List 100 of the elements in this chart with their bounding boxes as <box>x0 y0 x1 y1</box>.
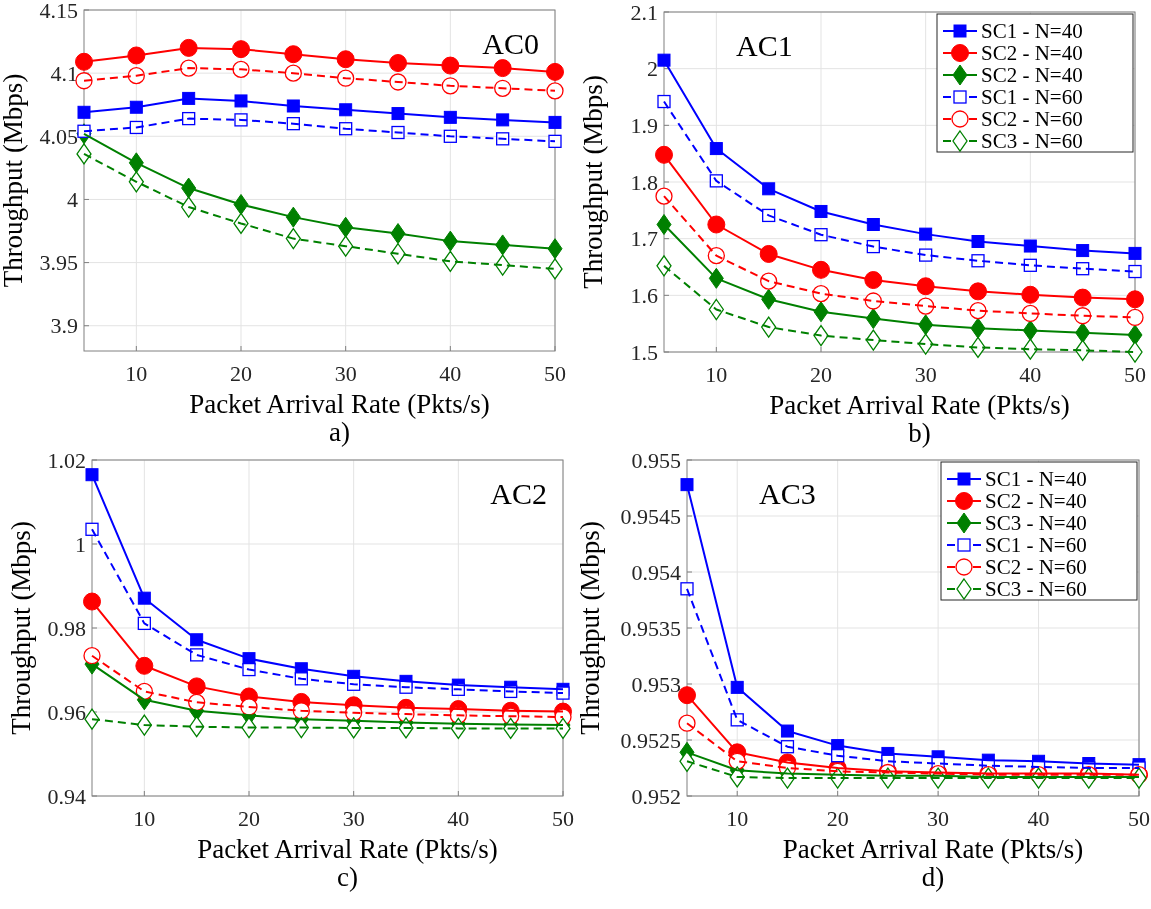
y-tick-label: 0.954 <box>631 559 681 585</box>
x-tick-label: 30 <box>342 806 365 831</box>
legend-label: SC2 - N=40 <box>981 41 1083 66</box>
x-tick-label: 50 <box>1124 362 1146 387</box>
text: c) <box>337 862 358 892</box>
point <box>76 143 92 165</box>
y-tick-label: 0.96 <box>47 699 86 725</box>
y-tick-label: 3.95 <box>39 250 78 276</box>
point <box>180 59 198 77</box>
legend-label: SC2 - N=40 <box>981 63 1083 88</box>
x-axis-title: Packet Arrival Rate (Pkts/s) <box>769 390 1070 420</box>
point <box>181 196 197 218</box>
text: AC0 <box>482 27 539 60</box>
legend-label: SC1 - N=40 <box>985 467 1087 492</box>
point <box>1126 308 1144 327</box>
point <box>1023 239 1037 253</box>
point <box>391 107 405 121</box>
point <box>678 686 696 705</box>
point <box>85 522 99 536</box>
y-tick-label: 0.952 <box>631 783 681 809</box>
x-tick-label: 10 <box>125 361 148 386</box>
x-tick-label: 50 <box>544 361 566 386</box>
x-tick-label: 40 <box>1019 362 1042 387</box>
y-tick-label: 2 <box>647 56 658 82</box>
point <box>679 750 695 772</box>
y-tick-label: 1.9 <box>630 113 658 139</box>
point <box>232 60 250 79</box>
x-tick-label: 30 <box>927 806 950 831</box>
point <box>441 77 459 95</box>
x-tick-label: 20 <box>238 806 260 831</box>
point <box>77 105 91 119</box>
point <box>1127 341 1143 363</box>
legend-label: SC1 - N=60 <box>981 85 1083 110</box>
legend-label: SC3 - N=60 <box>985 577 1087 602</box>
point <box>1127 324 1143 346</box>
point <box>680 478 694 492</box>
point <box>761 316 777 338</box>
point <box>708 267 724 289</box>
point <box>496 113 510 127</box>
x-tick-label: 20 <box>230 361 252 386</box>
x-axis-title: Packet Arrival Rate (Pkts/s) <box>782 834 1084 864</box>
x-tick-label: 10 <box>705 362 728 387</box>
legend-label: SC2 - N=60 <box>981 107 1083 132</box>
point <box>85 468 99 482</box>
point <box>84 708 100 730</box>
point <box>547 238 563 260</box>
point <box>656 255 672 277</box>
legend-label: SC3 - N=40 <box>985 511 1087 536</box>
point <box>547 258 563 280</box>
point <box>234 94 248 108</box>
point <box>655 187 673 205</box>
y-tick-label: 0.953 <box>631 671 681 697</box>
y-tick-label: 1.6 <box>630 283 658 309</box>
y-axis-title: Throughput (Mbps) <box>575 521 605 735</box>
point <box>657 53 671 67</box>
y-tick-label: 0.94 <box>47 783 86 809</box>
y-tick-label: 2.1 <box>630 0 658 25</box>
x-tick-label: 40 <box>439 361 462 386</box>
x-tick-label: 40 <box>1027 806 1050 831</box>
point <box>707 247 725 265</box>
legend-label: SC3 - N=60 <box>981 129 1083 154</box>
text: AC2 <box>490 477 547 510</box>
point <box>128 171 144 193</box>
y-tick-label: 0.9535 <box>620 615 681 641</box>
x-tick-label: 40 <box>447 806 470 831</box>
point <box>389 73 407 91</box>
y-tick-label: 1 <box>75 531 86 557</box>
y-axis-title: Throughput (Mbps) <box>578 75 608 289</box>
point <box>83 647 101 665</box>
legend-label: SC2 - N=60 <box>985 555 1087 580</box>
point <box>548 115 562 129</box>
y-tick-label: 1.5 <box>630 339 658 365</box>
text: AC1 <box>736 29 793 62</box>
legend-label: SC1 - N=40 <box>981 19 1083 44</box>
point <box>546 62 564 81</box>
text: b) <box>908 418 931 448</box>
point <box>656 214 672 235</box>
y-tick-label: 0.9525 <box>620 727 681 753</box>
x-tick-label: 20 <box>826 806 849 831</box>
point <box>1128 246 1142 260</box>
point <box>548 134 562 148</box>
point <box>678 714 696 732</box>
y-tick-label: 1.8 <box>630 169 658 195</box>
legend-label: SC1 - N=60 <box>985 533 1087 558</box>
x-tick-label: 30 <box>914 362 937 387</box>
y-tick-label: 4.05 <box>39 124 78 149</box>
text: AC3 <box>759 477 816 510</box>
legend-label: SC2 - N=40 <box>985 489 1087 514</box>
y-tick-label: 4.1 <box>50 60 78 86</box>
point <box>75 52 93 71</box>
y-tick-label: 1.02 <box>47 447 86 473</box>
point <box>546 82 564 100</box>
y-tick-label: 0.98 <box>47 615 86 641</box>
y-axis-title: Throughput (Mbps) <box>6 521 36 735</box>
point <box>337 69 355 87</box>
point <box>919 227 933 241</box>
point <box>494 79 512 97</box>
point <box>286 99 300 113</box>
x-tick-label: 10 <box>726 806 749 831</box>
y-axis-title: Throughput (Mbps) <box>0 73 28 288</box>
